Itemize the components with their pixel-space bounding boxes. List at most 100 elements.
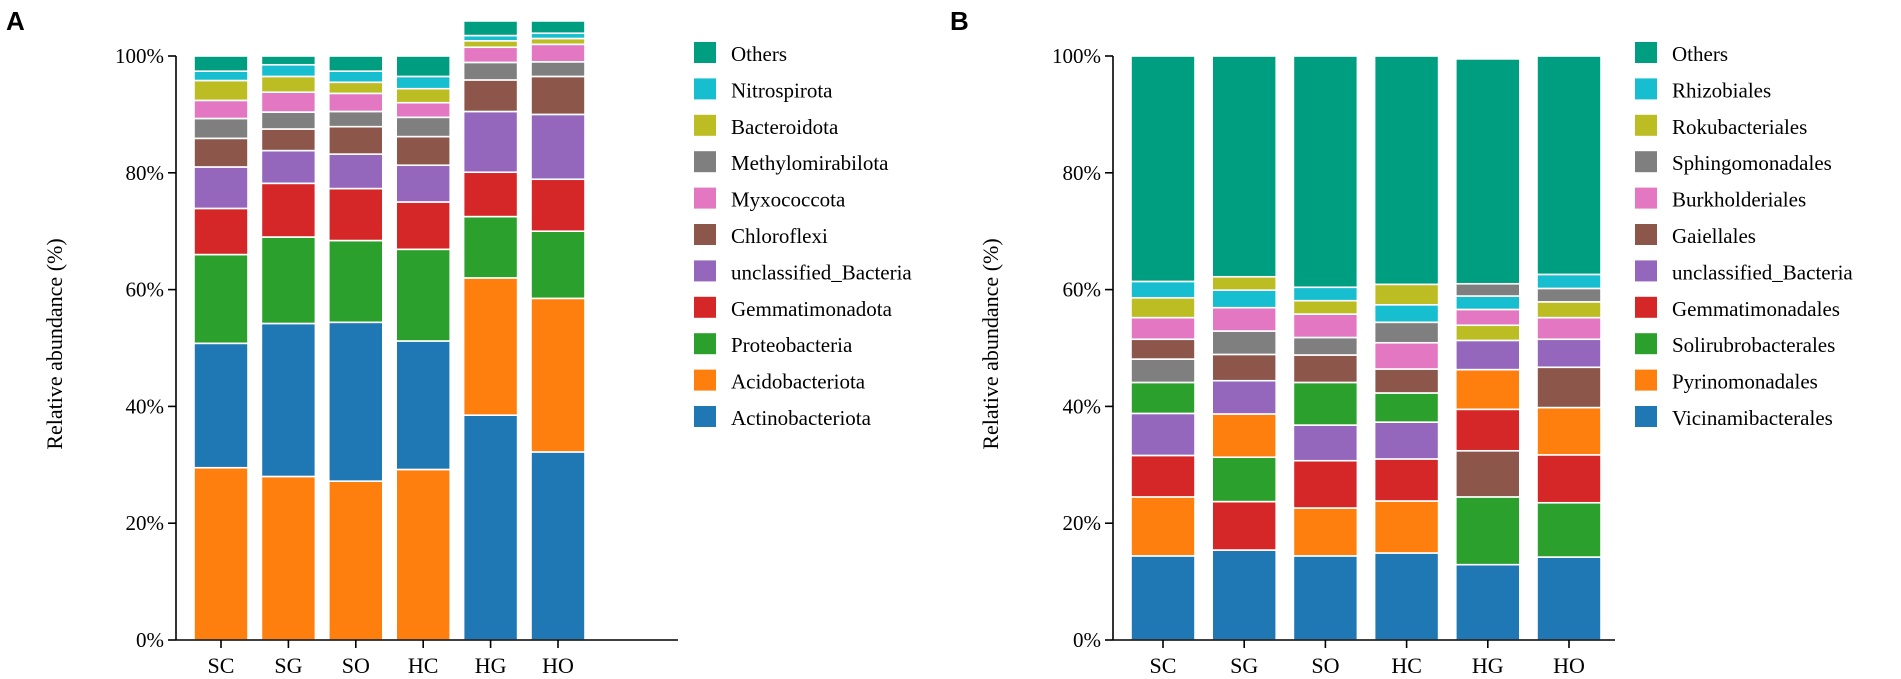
legend-swatch bbox=[694, 406, 716, 427]
legend-item-rokubacteriales: Rokubacteriales bbox=[1635, 114, 1807, 139]
bar-stack-hg bbox=[462, 20, 519, 641]
legend-label: Vicinamibacterales bbox=[1672, 406, 1833, 430]
legend-swatch bbox=[694, 42, 716, 63]
bar-segment-nitrospirota bbox=[395, 75, 452, 90]
legend-swatch bbox=[1635, 78, 1657, 100]
legend-swatch bbox=[694, 151, 716, 173]
legend-item-sphingomonadales: Sphingomonadales bbox=[1635, 151, 1832, 175]
bar-stack-so bbox=[1292, 55, 1359, 641]
x-tick-label: HG bbox=[1472, 653, 1504, 678]
legend-label: Chloroflexi bbox=[731, 224, 828, 248]
bar-segment-vicinamibacterales bbox=[1211, 549, 1277, 641]
bar-stack-ho bbox=[1536, 55, 1602, 641]
legend-swatch bbox=[1635, 296, 1657, 318]
x-tick-label: HC bbox=[408, 653, 439, 678]
legend-label: Myxococcota bbox=[731, 188, 846, 212]
legend-swatch bbox=[694, 296, 716, 318]
bar-segment-gemmatimonadota bbox=[530, 178, 586, 233]
legend-label: Rhizobiales bbox=[1672, 78, 1771, 102]
bar-segment-sphingomonadales bbox=[1455, 282, 1521, 297]
legend-swatch bbox=[694, 78, 716, 100]
y-tick-label: 20% bbox=[126, 511, 165, 535]
x-tick-label: SG bbox=[1230, 653, 1258, 678]
panel-b-legend: Others Rhizobiales Rokubacteriales Sphingom… bbox=[1635, 42, 1853, 430]
bar-segment-others bbox=[260, 55, 317, 66]
bar-segment-myxococcota bbox=[462, 46, 519, 64]
legend-label: Others bbox=[1672, 42, 1728, 66]
legend-label: Solirubrobacterales bbox=[1672, 333, 1835, 357]
bar-segment-bacteroidota bbox=[327, 81, 384, 95]
legend-item-burkholderiales: Burkholderiales bbox=[1635, 187, 1806, 212]
bar-segment-others bbox=[1292, 55, 1359, 289]
bar-segment-nitrospirota bbox=[260, 63, 317, 78]
bar-stack-sg bbox=[1211, 55, 1277, 641]
bar-segment-rhizobiales bbox=[1292, 286, 1359, 302]
bar-segment-actinobacteriota bbox=[462, 414, 519, 641]
bar-segment-acidobacteriota bbox=[327, 480, 384, 641]
bar-segment-gemmatimonadales bbox=[1292, 459, 1359, 509]
bar-stack-hc bbox=[1373, 55, 1440, 641]
x-tick-label: SG bbox=[274, 653, 302, 678]
panel-b-label: B bbox=[950, 6, 969, 36]
bar-segment-chloroflexi bbox=[260, 128, 317, 152]
bar-stack-sc bbox=[193, 55, 249, 641]
bar-segment-gemmatimonadota bbox=[327, 187, 384, 242]
bar-segment-unclassified-bacteria bbox=[1455, 339, 1521, 371]
bar-segment-gaiellales bbox=[1130, 338, 1196, 360]
x-tick-label: SC bbox=[208, 653, 235, 678]
bar-segment-chloroflexi bbox=[462, 79, 519, 113]
bar-segment-rokubacteriales bbox=[1211, 275, 1277, 291]
bar-segment-rhizobiales bbox=[1130, 280, 1196, 299]
legend-item-actinobacteriota: Actinobacteriota bbox=[694, 406, 872, 430]
legend-label: Rokubacteriales bbox=[1672, 115, 1807, 139]
x-tick-label: SC bbox=[1150, 653, 1177, 678]
y-tick-label: 100% bbox=[1052, 44, 1101, 68]
legend-swatch bbox=[694, 114, 716, 136]
bar-segment-unclassified-bacteria bbox=[1536, 338, 1602, 369]
bar-segment-pyrinomonadales bbox=[1455, 368, 1521, 411]
bar-segment-gemmatimonadales bbox=[1373, 458, 1440, 502]
bar-segment-acidobacteriota bbox=[530, 297, 586, 453]
legend-swatch bbox=[694, 369, 716, 391]
legend-swatch bbox=[1635, 260, 1657, 282]
legend-swatch bbox=[1635, 42, 1657, 63]
bar-stack-sg bbox=[260, 55, 317, 641]
bar-segment-vicinamibacterales bbox=[1292, 555, 1359, 641]
bar-segment-others bbox=[1536, 55, 1602, 276]
bar-segment-acidobacteriota bbox=[395, 468, 452, 641]
bar-segment-proteobacteria bbox=[193, 253, 249, 345]
bar-segment-gemmatimonadota bbox=[462, 171, 519, 218]
bar-segment-others bbox=[530, 20, 586, 35]
legend-label: Proteobacteria bbox=[731, 333, 853, 357]
legend-item-bacteroidota: Bacteroidota bbox=[694, 114, 839, 139]
bar-segment-unclassified-bacteria bbox=[1373, 421, 1440, 460]
bar-segment-unclassified-bacteria bbox=[1130, 412, 1196, 457]
bar-segment-proteobacteria bbox=[530, 230, 586, 300]
legend-label: Actinobacteriota bbox=[731, 406, 872, 430]
bar-segment-solirubrobacterales bbox=[1455, 496, 1521, 566]
bar-segment-unclassified-bacteria bbox=[462, 110, 519, 174]
bar-segment-sphingomonadales bbox=[1536, 287, 1602, 303]
bar-segment-rokubacteriales bbox=[1455, 324, 1521, 342]
panel-a-label: A bbox=[6, 6, 25, 36]
bar-segment-solirubrobacterales bbox=[1536, 501, 1602, 558]
legend-label: unclassified_Bacteria bbox=[731, 260, 912, 284]
x-tick-label: HO bbox=[1553, 653, 1585, 678]
bar-segment-burkholderiales bbox=[1455, 308, 1521, 327]
legend-label: Sphingomonadales bbox=[1672, 151, 1832, 175]
bar-segment-chloroflexi bbox=[193, 137, 249, 168]
bar-segment-acidobacteriota bbox=[193, 466, 249, 641]
bar-segment-myxococcota bbox=[327, 92, 384, 113]
legend-label: Gemmatimonadales bbox=[1672, 297, 1840, 321]
bar-segment-methylomirabilota bbox=[530, 61, 586, 78]
bar-segment-methylomirabilota bbox=[193, 117, 249, 140]
bar-segment-methylomirabilota bbox=[327, 110, 384, 128]
bar-segment-others bbox=[462, 20, 519, 37]
legend-item-acidobacteriota: Acidobacteriota bbox=[694, 369, 866, 394]
bar-segment-rhizobiales bbox=[1536, 273, 1602, 290]
bar-stack-hc bbox=[395, 55, 452, 641]
bar-segment-nitrospirota bbox=[327, 70, 384, 84]
bar-segment-chloroflexi bbox=[327, 125, 384, 155]
bar-segment-vicinamibacterales bbox=[1373, 552, 1440, 641]
bar-segment-methylomirabilota bbox=[395, 116, 452, 138]
